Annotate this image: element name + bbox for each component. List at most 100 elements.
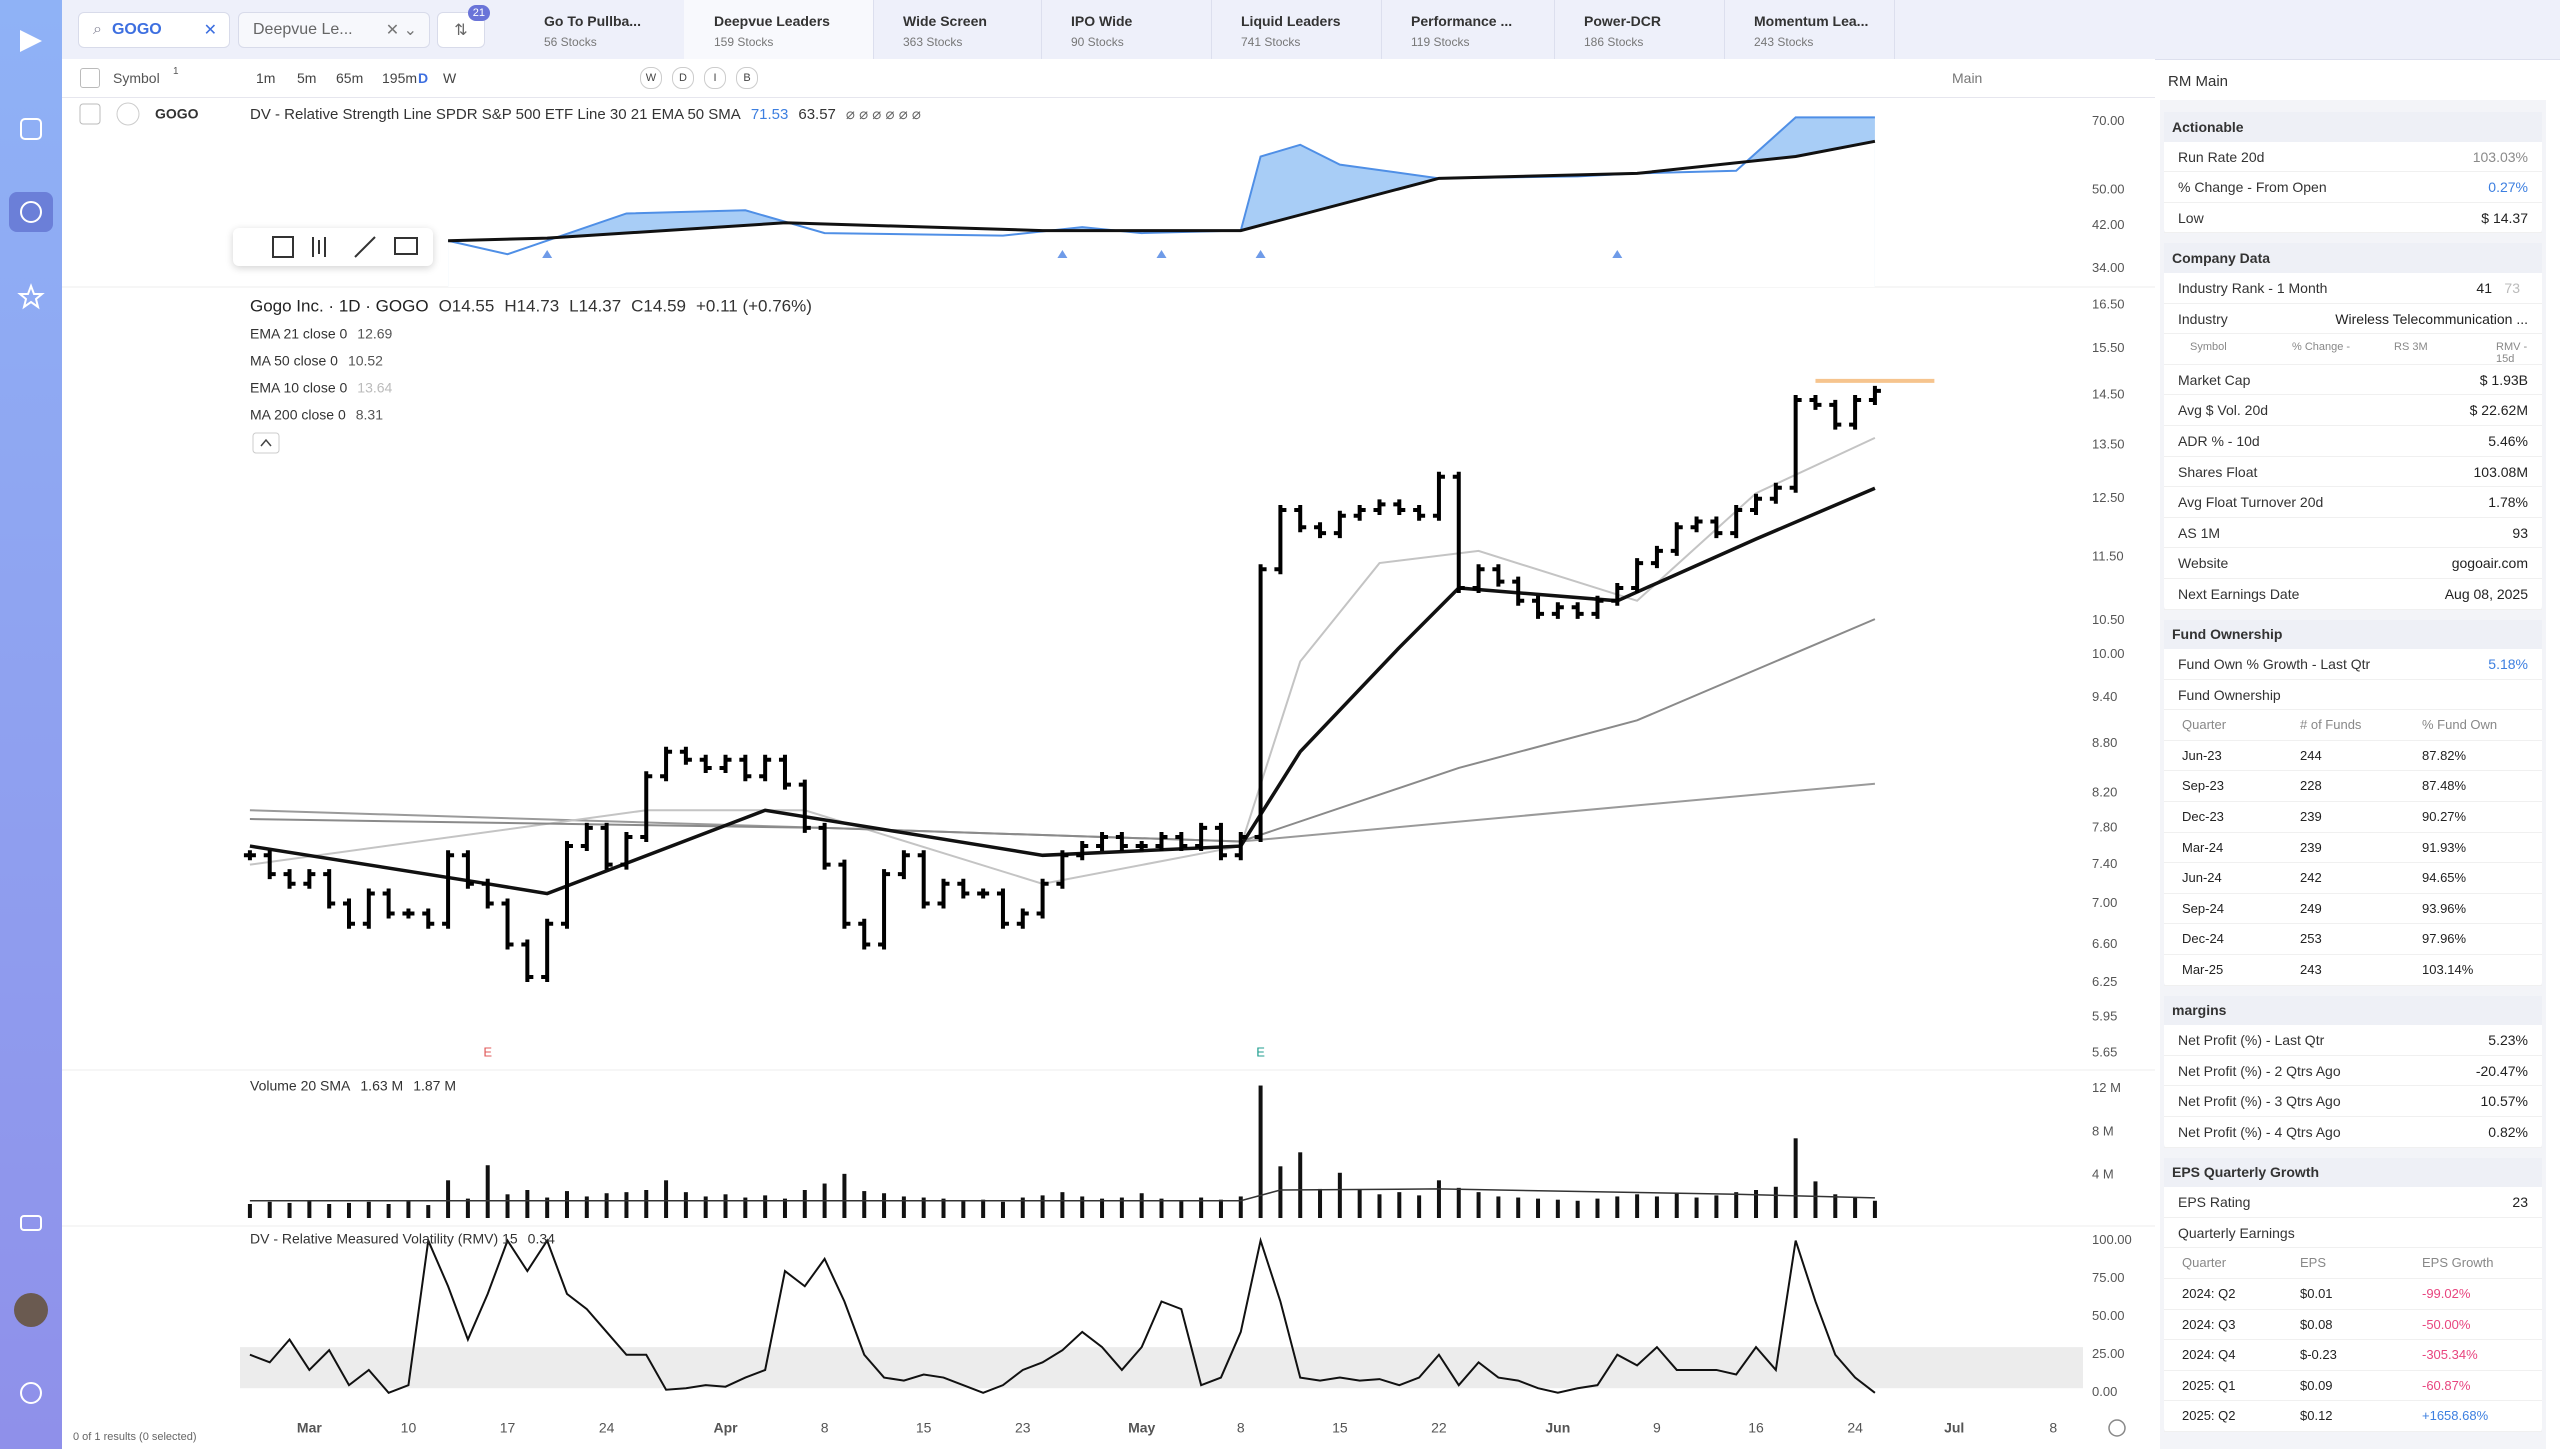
tab[interactable]: Liquid Leaders 741 Stocks (1211, 0, 1382, 59)
settings-icon[interactable] (2108, 1419, 2126, 1437)
checkbox[interactable] (80, 68, 100, 88)
volume-bar (1278, 1166, 1283, 1218)
y-tick-label: 7.80 (2092, 819, 2117, 834)
price-bar (521, 939, 534, 982)
panel-row: Jun-23 244 87.82% (2164, 741, 2542, 772)
volume-bar (1377, 1194, 1382, 1218)
learn-icon[interactable] (20, 1215, 42, 1231)
table-cell: 87.82% (2422, 747, 2467, 763)
panel-title[interactable]: RM Main (2168, 73, 2229, 90)
help-icon[interactable] (20, 1382, 42, 1404)
volume-bar (782, 1198, 787, 1218)
y-tick-label: 8.20 (2092, 784, 2117, 799)
filter-button[interactable]: ⇅ 21 (437, 5, 490, 48)
row-value: 0.82% (2488, 1124, 2528, 1140)
table-cell: 242 (2300, 870, 2322, 886)
price-bar (382, 888, 395, 919)
table-cell: 239 (2300, 839, 2322, 855)
grid-icon[interactable] (20, 118, 42, 140)
collapse-button[interactable] (252, 432, 280, 454)
table-cell: 90.27% (2422, 809, 2467, 825)
price-bar (1829, 399, 1842, 430)
y-tick-label: 50.00 (2092, 182, 2125, 197)
panel-row: Shares Float 103.08M (2164, 457, 2542, 488)
tab[interactable]: Performance ... 119 Stocks (1381, 0, 1555, 59)
timeframe[interactable]: 195m (382, 70, 418, 86)
table-cell: 103.14% (2422, 962, 2474, 978)
tab[interactable]: Wide Screen 363 Stocks (873, 0, 1042, 59)
volume-bar (1853, 1197, 1858, 1218)
timeframe[interactable]: 5m (297, 70, 317, 86)
tab-count: 243 Stocks (1754, 35, 1814, 49)
row-label: Industry (2178, 310, 2228, 327)
timeframe[interactable]: 65m (336, 70, 364, 86)
price-bar (1432, 471, 1445, 521)
volume-bar (644, 1190, 649, 1218)
price-bar (1314, 522, 1327, 539)
y-tick-label: 12.50 (2092, 490, 2125, 505)
volume-bar (802, 1190, 807, 1218)
toggle[interactable]: D (672, 67, 694, 89)
row-symbol[interactable]: GOGO (155, 106, 199, 122)
volume-bar (307, 1200, 312, 1218)
price-bar (1195, 822, 1208, 852)
toggle[interactable]: B (736, 67, 758, 89)
volume-bar (1139, 1193, 1144, 1218)
volume-bar (1436, 1180, 1441, 1218)
active-nav[interactable] (9, 192, 53, 232)
watchlist-text: Deepvue Le... (253, 21, 353, 38)
tab[interactable]: Momentum Lea... 243 Stocks (1724, 0, 1895, 59)
study-line (249, 782, 1876, 843)
search-box[interactable]: ⌕ GOGO ✕ (78, 12, 230, 48)
price-bar (1452, 471, 1465, 593)
avatar[interactable] (14, 1293, 48, 1327)
tab-text: Go To Pullba... 56 Stocks (544, 13, 641, 49)
panel-row: Run Rate 20d 103.03% (2164, 142, 2542, 173)
price-bar (1254, 564, 1267, 842)
pane-title: Volume 20 SMA (250, 1078, 351, 1094)
drawing-tools (272, 236, 418, 258)
pane-title: DV - Relative Measured Volatility (RMV) … (250, 1231, 518, 1247)
toggle[interactable]: W (640, 67, 662, 89)
x-tick-label: Apr (713, 1420, 738, 1436)
rect-tool[interactable] (272, 236, 294, 258)
timeframe[interactable]: 1m (256, 70, 276, 86)
toggle[interactable]: I (704, 67, 726, 89)
panel-row: Symbol % Change - RS 3M RMV - 15d (2164, 334, 2542, 365)
tab[interactable]: IPO Wide 90 Stocks (1041, 0, 1212, 59)
watchlist-box[interactable]: Deepvue Le... ✕ ⌄ (238, 12, 430, 48)
badge: 21 (467, 5, 490, 21)
x-tick-label: May (1128, 1420, 1155, 1436)
volume-bar (406, 1200, 411, 1218)
table-cell: 94.65% (2422, 870, 2467, 886)
volume-bar (1872, 1200, 1877, 1218)
table-cell: -60.87% (2422, 1377, 2471, 1393)
tab[interactable]: Power-DCR 186 Stocks (1554, 0, 1725, 59)
layout-name[interactable]: Main (1952, 70, 1983, 86)
price-bar (1294, 505, 1307, 533)
tab[interactable]: Deepvue Leaders 159 Stocks (684, 0, 874, 59)
price-bar (580, 822, 593, 852)
price-bar (1730, 505, 1743, 539)
tab-count: 363 Stocks (903, 35, 963, 49)
volume-bar (1773, 1186, 1778, 1218)
bars-tool[interactable] (312, 237, 326, 257)
star-icon[interactable] (17, 283, 45, 310)
panel-row: Quarter EPS EPS Growth (2164, 1248, 2542, 1279)
row-checkbox[interactable] (79, 103, 101, 125)
pane-title: DV - Relative Strength Line SPDR S&P 500… (250, 106, 741, 123)
table-cell: $0.09 (2300, 1377, 2333, 1393)
row-label: Website (2178, 555, 2229, 572)
logo (20, 30, 42, 52)
row-label: EPS Rating (2178, 1194, 2251, 1211)
line-tool[interactable] (354, 236, 376, 258)
note-tool[interactable] (394, 237, 418, 255)
row-label: Market Cap (2178, 371, 2251, 388)
timeframe[interactable]: W (443, 70, 457, 86)
table-cell: $0.08 (2300, 1316, 2333, 1332)
timeframe[interactable]: D (418, 70, 429, 86)
volume-bar (1714, 1195, 1719, 1218)
volume-bar (525, 1190, 530, 1218)
price-bar (402, 908, 415, 919)
